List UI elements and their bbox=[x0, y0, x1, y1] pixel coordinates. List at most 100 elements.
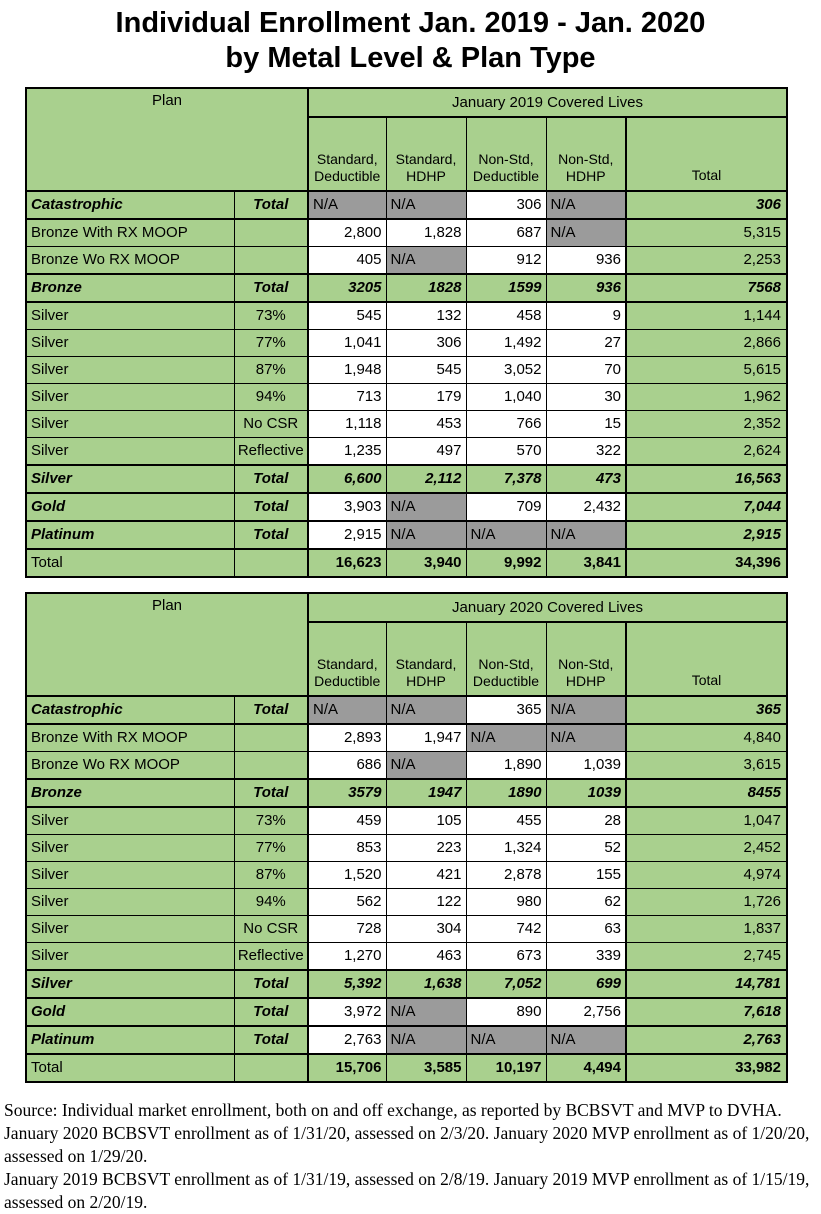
page-title: Individual Enrollment Jan. 2019 - Jan. 2… bbox=[0, 6, 821, 77]
value-cell: 15 bbox=[545, 409, 627, 438]
row-total-cell: 2,352 bbox=[625, 409, 788, 438]
plan-metal-cell: Bronze With RX MOOP bbox=[25, 218, 235, 247]
value-cell: 2,800 bbox=[307, 218, 387, 247]
row-total-cell: 2,745 bbox=[625, 941, 788, 971]
plan-metal-cell: Platinum bbox=[25, 1024, 235, 1055]
plan-variant-cell: Reflective bbox=[233, 436, 309, 466]
value-cell: N/A bbox=[545, 694, 627, 725]
plan-metal-cell: Bronze Wo RX MOOP bbox=[25, 245, 235, 275]
value-cell: 713 bbox=[307, 382, 387, 411]
table-row-bronze-with-rx-moop: Bronze With RX MOOP 2,800 1,828 687 N/A 5,315 bbox=[25, 218, 788, 247]
table-row-gold-total: Gold Total 3,972 N/A 890 2,756 7,618 bbox=[25, 996, 788, 1027]
page-title-line-1: Individual Enrollment Jan. 2019 - Jan. 2… bbox=[115, 7, 706, 39]
value-cell: 306 bbox=[385, 328, 467, 357]
plan-metal-cell: Silver bbox=[25, 328, 235, 357]
table-row-platinum-total: Platinum Total 2,915 N/A N/A N/A 2,915 bbox=[25, 519, 788, 550]
table-header-2019: Plan January 2019 Covered Lives Standard… bbox=[25, 87, 788, 192]
value-cell: 766 bbox=[465, 409, 547, 438]
value-cell: N/A bbox=[545, 723, 627, 752]
row-total-cell: 7,044 bbox=[625, 491, 788, 522]
value-cell: 459 bbox=[307, 806, 387, 835]
value-cell: N/A bbox=[385, 189, 467, 220]
value-cell: 562 bbox=[307, 887, 387, 916]
plan-metal-cell: Bronze With RX MOOP bbox=[25, 723, 235, 752]
column-header-nonstd-deductible: Non-Std, Deductible bbox=[465, 116, 547, 192]
table-row-platinum-total: Platinum Total 2,763 N/A N/A N/A 2,763 bbox=[25, 1024, 788, 1055]
column-header-standard-deductible: Standard, Deductible bbox=[307, 116, 387, 192]
table-row-silver-reflective: Silver Reflective 1,270 463 673 339 2,745 bbox=[25, 941, 788, 971]
value-cell: N/A bbox=[307, 189, 387, 220]
plan-metal-cell: Silver bbox=[25, 806, 235, 835]
column-header-nonstd-hdhp: Non-Std, HDHP bbox=[545, 621, 627, 697]
value-cell: 1,040 bbox=[465, 382, 547, 411]
table-body-2020: Catastrophic Total N/A N/A 365 N/A 365 Bronze W… bbox=[25, 694, 788, 1083]
table-row-silver-77-: Silver 77% 1,041 306 1,492 27 2,866 bbox=[25, 328, 788, 357]
value-cell: 3205 bbox=[307, 272, 387, 303]
enrollment-table-january-2020: Plan January 2020 Covered Lives Standard… bbox=[25, 591, 788, 1083]
row-total-cell: 1,144 bbox=[625, 301, 788, 330]
value-cell: 1039 bbox=[545, 777, 627, 808]
value-cell: 1,638 bbox=[385, 968, 467, 999]
value-cell: 16,623 bbox=[307, 547, 387, 578]
source-note-line: January 2019 BCBSVT enrollment as of 1/3… bbox=[4, 1169, 810, 1213]
plan-variant-cell bbox=[233, 218, 309, 247]
plan-variant-cell: No CSR bbox=[233, 914, 309, 943]
value-cell: 3,052 bbox=[465, 355, 547, 384]
plan-metal-cell: Silver bbox=[25, 941, 235, 971]
row-total-cell: 33,982 bbox=[625, 1052, 788, 1083]
value-cell: 687 bbox=[465, 218, 547, 247]
value-cell: 458 bbox=[465, 301, 547, 330]
value-cell: 339 bbox=[545, 941, 627, 971]
value-cell: 52 bbox=[545, 833, 627, 862]
page-root: Individual Enrollment Jan. 2019 - Jan. 2… bbox=[0, 6, 821, 1214]
plan-variant-cell: Total bbox=[233, 189, 309, 220]
column-header-plan: Plan bbox=[25, 87, 309, 192]
plan-variant-cell: Total bbox=[233, 491, 309, 522]
value-cell: 3,972 bbox=[307, 996, 387, 1027]
value-cell: 405 bbox=[307, 245, 387, 275]
value-cell: 1,270 bbox=[307, 941, 387, 971]
row-total-cell: 2,866 bbox=[625, 328, 788, 357]
value-cell: N/A bbox=[385, 750, 467, 780]
value-cell: 28 bbox=[545, 806, 627, 835]
row-total-cell: 7,618 bbox=[625, 996, 788, 1027]
table-row-silver-87-: Silver 87% 1,520 421 2,878 155 4,974 bbox=[25, 860, 788, 889]
value-cell: 890 bbox=[465, 996, 547, 1027]
header-row-sub: Standard, Deductible Standard, HDHP Non-… bbox=[26, 621, 788, 697]
value-cell: 3,585 bbox=[385, 1052, 467, 1083]
page-title-line-2: by Metal Level & Plan Type bbox=[225, 42, 596, 75]
value-cell: 4,494 bbox=[545, 1052, 627, 1083]
plan-metal-cell: Catastrophic bbox=[25, 694, 235, 725]
value-cell: N/A bbox=[385, 519, 467, 550]
value-cell: 7,052 bbox=[465, 968, 547, 999]
plan-metal-cell: Silver bbox=[25, 914, 235, 943]
plan-metal-cell: Bronze Wo RX MOOP bbox=[25, 750, 235, 780]
value-cell: N/A bbox=[465, 723, 547, 752]
value-cell: 463 bbox=[385, 941, 467, 971]
plan-metal-cell: Silver bbox=[25, 887, 235, 916]
plan-variant-cell: 77% bbox=[233, 833, 309, 862]
value-cell: 1,520 bbox=[307, 860, 387, 889]
header-row-top: Plan January 2019 Covered Lives bbox=[25, 87, 788, 192]
plan-metal-cell: Silver bbox=[25, 436, 235, 466]
plan-metal-cell: Bronze bbox=[25, 272, 235, 303]
table-row-bronze-wo-rx-moop: Bronze Wo RX MOOP 405 N/A 912 936 2,253 bbox=[25, 245, 788, 275]
value-cell: 1,039 bbox=[545, 750, 627, 780]
plan-metal-cell: Silver bbox=[25, 409, 235, 438]
value-cell: 15,706 bbox=[307, 1052, 387, 1083]
value-cell: N/A bbox=[545, 218, 627, 247]
plan-metal-cell: Gold bbox=[25, 996, 235, 1027]
table-row-bronze-total: Bronze Total 3205 1828 1599 936 7568 bbox=[25, 272, 788, 303]
row-total-cell: 7568 bbox=[625, 272, 788, 303]
value-cell: 2,432 bbox=[545, 491, 627, 522]
table-header-2020: Plan January 2020 Covered Lives Standard… bbox=[25, 592, 788, 697]
value-cell: N/A bbox=[465, 1024, 547, 1055]
value-cell: 3,841 bbox=[545, 547, 627, 578]
row-total-cell: 2,452 bbox=[625, 833, 788, 862]
plan-metal-cell: Silver bbox=[25, 833, 235, 862]
plan-metal-cell: Silver bbox=[25, 382, 235, 411]
column-header-covered-lives-2019: January 2019 Covered Lives bbox=[307, 87, 788, 118]
row-total-cell: 1,962 bbox=[625, 382, 788, 411]
plan-variant-cell: 87% bbox=[233, 355, 309, 384]
row-total-cell: 306 bbox=[625, 189, 788, 220]
